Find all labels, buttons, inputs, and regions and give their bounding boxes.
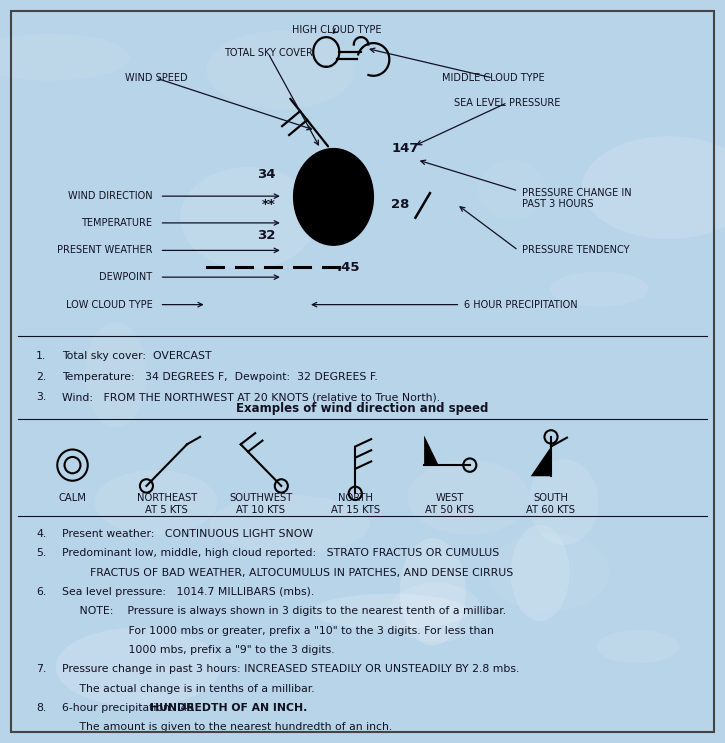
Text: 3.: 3. bbox=[36, 392, 46, 402]
Text: 147: 147 bbox=[392, 142, 419, 155]
Ellipse shape bbox=[207, 30, 355, 109]
Ellipse shape bbox=[312, 594, 469, 629]
Text: 6 HOUR PRECIPITATION: 6 HOUR PRECIPITATION bbox=[464, 299, 578, 310]
Text: LOW CLOUD TYPE: LOW CLOUD TYPE bbox=[65, 299, 152, 310]
Ellipse shape bbox=[582, 136, 725, 239]
Text: TEMPERATURE: TEMPERATURE bbox=[81, 218, 152, 228]
Ellipse shape bbox=[56, 628, 220, 707]
Text: Pressure change in past 3 hours: INCREASED STEADILY OR UNSTEADILY BY 2.8 mbs.: Pressure change in past 3 hours: INCREAS… bbox=[62, 664, 519, 674]
Text: Total sky cover:  OVERCAST: Total sky cover: OVERCAST bbox=[62, 351, 211, 360]
Text: PRESENT WEATHER: PRESENT WEATHER bbox=[57, 245, 152, 256]
Text: NORTH
AT 15 KTS: NORTH AT 15 KTS bbox=[331, 493, 380, 515]
Text: 1000 mbs, prefix a "9" to the 3 digits.: 1000 mbs, prefix a "9" to the 3 digits. bbox=[62, 645, 334, 655]
Text: WIND SPEED: WIND SPEED bbox=[125, 73, 187, 83]
Text: FRACTUS OF BAD WEATHER, ALTOCUMULUS IN PATCHES, AND DENSE CIRRUS: FRACTUS OF BAD WEATHER, ALTOCUMULUS IN P… bbox=[62, 568, 513, 577]
Ellipse shape bbox=[180, 167, 317, 269]
Text: **: ** bbox=[262, 198, 276, 211]
Text: DEWPOINT: DEWPOINT bbox=[99, 272, 152, 282]
Text: SOUTHWEST
AT 10 KTS: SOUTHWEST AT 10 KTS bbox=[229, 493, 293, 515]
Ellipse shape bbox=[488, 533, 609, 611]
Text: HIGH CLOUD TYPE: HIGH CLOUD TYPE bbox=[292, 25, 382, 35]
Ellipse shape bbox=[597, 630, 679, 663]
Text: 1.: 1. bbox=[36, 351, 46, 360]
Text: .45: .45 bbox=[337, 261, 360, 274]
Ellipse shape bbox=[210, 495, 370, 554]
Ellipse shape bbox=[94, 470, 218, 535]
Text: The amount is given to the nearest hundredth of an inch.: The amount is given to the nearest hundr… bbox=[62, 722, 392, 732]
Text: TOTAL SKY COVER: TOTAL SKY COVER bbox=[224, 48, 312, 59]
Ellipse shape bbox=[0, 33, 130, 81]
Text: SOUTH
AT 60 KTS: SOUTH AT 60 KTS bbox=[526, 493, 576, 515]
Polygon shape bbox=[531, 447, 551, 476]
Polygon shape bbox=[424, 435, 439, 465]
Text: 6.: 6. bbox=[36, 587, 46, 597]
Ellipse shape bbox=[399, 538, 465, 646]
Text: 6-hour precipitation:  45: 6-hour precipitation: 45 bbox=[62, 703, 194, 713]
Text: MIDDLE CLOUD TYPE: MIDDLE CLOUD TYPE bbox=[442, 73, 544, 83]
Ellipse shape bbox=[389, 583, 482, 643]
Ellipse shape bbox=[407, 460, 529, 535]
Text: Examples of wind direction and speed: Examples of wind direction and speed bbox=[236, 403, 489, 415]
Text: CALM: CALM bbox=[59, 493, 86, 503]
Text: The actual change is in tenths of a millibar.: The actual change is in tenths of a mill… bbox=[62, 684, 314, 693]
Ellipse shape bbox=[511, 525, 569, 621]
Text: Temperature:   34 DEGREES F,  Dewpoint:  32 DEGREES F.: Temperature: 34 DEGREES F, Dewpoint: 32 … bbox=[62, 372, 378, 381]
Text: 28: 28 bbox=[392, 198, 410, 211]
Text: 8.: 8. bbox=[36, 703, 46, 713]
Text: HUNDREDTH OF AN INCH.: HUNDREDTH OF AN INCH. bbox=[149, 703, 307, 713]
Text: Present weather:   CONTINUOUS LIGHT SNOW: Present weather: CONTINUOUS LIGHT SNOW bbox=[62, 529, 312, 539]
Ellipse shape bbox=[478, 160, 545, 220]
Text: 4.: 4. bbox=[36, 529, 46, 539]
Text: WEST
AT 50 KTS: WEST AT 50 KTS bbox=[425, 493, 474, 515]
Text: PRESSURE TENDENCY: PRESSURE TENDENCY bbox=[522, 245, 629, 256]
Ellipse shape bbox=[550, 272, 649, 307]
Text: 34: 34 bbox=[257, 168, 276, 181]
Ellipse shape bbox=[529, 459, 599, 545]
Text: 32: 32 bbox=[257, 229, 276, 242]
Text: NORTHEAST
AT 5 KTS: NORTHEAST AT 5 KTS bbox=[136, 493, 197, 515]
Text: PRESSURE CHANGE IN
PAST 3 HOURS: PRESSURE CHANGE IN PAST 3 HOURS bbox=[522, 187, 631, 210]
Text: Wind:   FROM THE NORTHWEST AT 20 KNOTS (relative to True North).: Wind: FROM THE NORTHWEST AT 20 KNOTS (re… bbox=[62, 392, 440, 402]
Text: 7.: 7. bbox=[36, 664, 46, 674]
Text: WIND DIRECTION: WIND DIRECTION bbox=[67, 191, 152, 201]
Ellipse shape bbox=[85, 322, 147, 426]
Text: NOTE:    Pressure is always shown in 3 digits to the nearest tenth of a millibar: NOTE: Pressure is always shown in 3 digi… bbox=[62, 606, 506, 616]
Text: 5.: 5. bbox=[36, 548, 46, 558]
Text: Predominant low, middle, high cloud reported:   STRATO FRACTUS OR CUMULUS: Predominant low, middle, high cloud repo… bbox=[62, 548, 499, 558]
Text: SEA LEVEL PRESSURE: SEA LEVEL PRESSURE bbox=[455, 97, 560, 108]
Text: Sea level pressure:   1014.7 MILLIBARS (mbs).: Sea level pressure: 1014.7 MILLIBARS (mb… bbox=[62, 587, 314, 597]
Text: 2.: 2. bbox=[36, 372, 46, 381]
Ellipse shape bbox=[294, 149, 373, 245]
Text: For 1000 mbs or greater, prefix a "10" to the 3 digits. For less than: For 1000 mbs or greater, prefix a "10" t… bbox=[62, 626, 494, 635]
